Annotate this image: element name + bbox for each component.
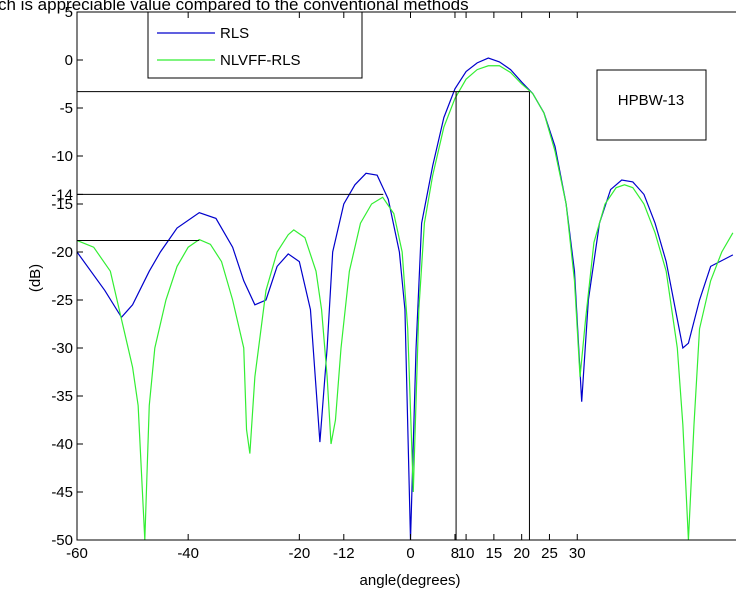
y-tick-label: -25 <box>51 292 73 309</box>
y-tick-label: -50 <box>51 532 73 549</box>
y-tick-label: -15 <box>51 196 73 213</box>
series-line <box>77 65 734 540</box>
legend: RLS NLVFF-RLS <box>147 11 363 79</box>
plot-area <box>77 57 734 540</box>
y-tick-label: 0 <box>65 52 73 69</box>
x-tick-label: 30 <box>569 545 586 562</box>
x-tick-label: -60 <box>66 545 88 562</box>
annotation-box <box>596 69 707 141</box>
x-tick-label: 10 <box>458 545 475 562</box>
chart-title: ch is appreciable value compared to the … <box>0 0 469 14</box>
x-tick-label: 25 <box>541 545 558 562</box>
legend-box <box>147 11 363 79</box>
x-tick-label: -12 <box>333 545 355 562</box>
x-axis-label: angle(degrees) <box>360 572 461 589</box>
x-tick-label: 15 <box>486 545 503 562</box>
x-tick-label: 0 <box>406 545 414 562</box>
series-line <box>77 57 734 540</box>
y-tick-label: -35 <box>51 388 73 405</box>
y-tick-label: -30 <box>51 340 73 357</box>
x-tick-label: -40 <box>177 545 199 562</box>
y-tick-label: -10 <box>51 148 73 165</box>
y-tick-label: -5 <box>60 100 73 117</box>
x-tick-label: 20 <box>513 545 530 562</box>
annotation: HPBW-13 <box>618 92 684 109</box>
y-tick-label: 5 <box>65 4 73 21</box>
y-axis-label: (dB) <box>27 264 44 292</box>
y-tick-label: -45 <box>51 484 73 501</box>
x-tick-label: -20 <box>288 545 310 562</box>
y-tick-label: -20 <box>51 244 73 261</box>
x-tick-label: 8 <box>451 545 459 562</box>
legend-label: NLVFF-RLS <box>220 52 301 69</box>
y-tick-label: -14 <box>51 186 73 203</box>
legend-label: RLS <box>220 25 249 42</box>
y-tick-label: -40 <box>51 436 73 453</box>
